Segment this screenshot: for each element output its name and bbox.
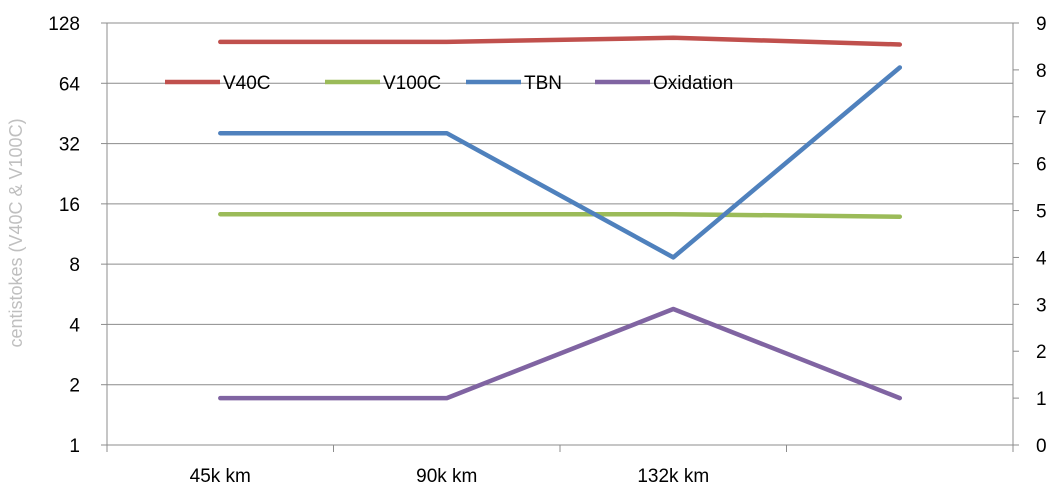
y-left-tick-label: 1: [69, 436, 80, 457]
y-right-tick-label: 0: [1036, 436, 1047, 457]
legend-label-oxidation: Oxidation: [653, 73, 733, 94]
legend-label-v40c: V40C: [223, 73, 271, 94]
legend: V40C V100C TBN Oxidation: [165, 73, 733, 94]
y-right-tick-label: 6: [1036, 155, 1047, 176]
legend-label-tbn: TBN: [524, 73, 562, 94]
y-axis-left-title: centistokes (V40C & V100C): [6, 118, 26, 347]
x-tick-label: 45k km: [190, 466, 251, 487]
y-left-tick-label: 4: [69, 315, 80, 336]
series-line-v40c: [218, 35, 903, 47]
y-right-tick-label: 5: [1036, 202, 1047, 223]
series-line-oxidation: [218, 306, 903, 401]
y-left-tick-label: 16: [59, 195, 80, 216]
y-right-tick-label: 2: [1036, 342, 1047, 363]
y-right-tick-label: 1: [1036, 389, 1047, 410]
x-tick-label: 132k km: [637, 466, 709, 487]
series-lines: [218, 35, 903, 401]
y-right-tick-label: 3: [1036, 295, 1047, 316]
y-left-tick-label: 2: [69, 376, 80, 397]
y-right-tick-label: 9: [1036, 14, 1047, 35]
grid-lines: [107, 22, 1013, 386]
legend-label-v100c: V100C: [383, 73, 441, 94]
right-axis-ticks: 0 1 2 3 4 5 6 7 8 9: [1013, 14, 1047, 457]
y-right-tick-label: 7: [1036, 108, 1047, 129]
x-tick-label: 90k km: [416, 466, 477, 487]
series-line-v100c: [218, 211, 903, 219]
left-axis-ticks: 1 2 4 8 16 32 64 128: [48, 14, 107, 457]
y-right-tick-label: 8: [1036, 61, 1047, 82]
series-line-tbn: [218, 65, 903, 260]
y-left-tick-label: 128: [48, 14, 80, 35]
y-left-tick-label: 64: [59, 74, 81, 95]
y-left-tick-label: 32: [59, 135, 80, 156]
x-axis-ticks: 45k km 90k km 132k km: [106, 445, 1014, 487]
y-left-tick-label: 8: [69, 255, 80, 276]
y-right-tick-label: 4: [1036, 248, 1047, 269]
